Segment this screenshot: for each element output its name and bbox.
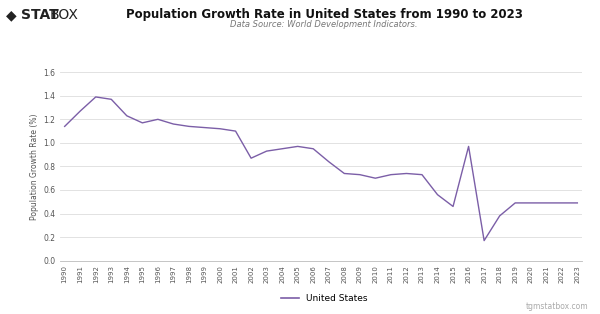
Text: Data Source: World Development Indicators.: Data Source: World Development Indicator…	[230, 20, 418, 30]
Text: tgmstatbox.com: tgmstatbox.com	[526, 302, 588, 311]
Text: ◆: ◆	[6, 8, 17, 22]
Text: BOX: BOX	[49, 8, 78, 22]
Y-axis label: Population Growth Rate (%): Population Growth Rate (%)	[30, 113, 39, 220]
Text: Population Growth Rate in United States from 1990 to 2023: Population Growth Rate in United States …	[125, 8, 523, 21]
Text: STAT: STAT	[21, 8, 59, 22]
Legend: United States: United States	[277, 290, 371, 306]
